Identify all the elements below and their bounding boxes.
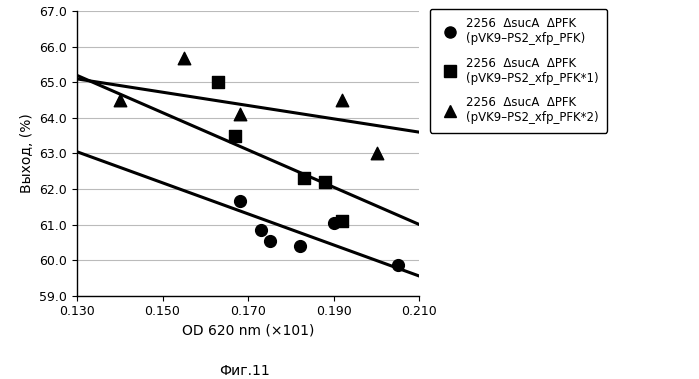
Point bbox=[264, 238, 275, 244]
Point bbox=[319, 179, 331, 185]
X-axis label: OD 620 nm (×101): OD 620 nm (×101) bbox=[182, 324, 315, 338]
Point bbox=[234, 199, 245, 205]
Point bbox=[178, 55, 189, 61]
Point bbox=[255, 227, 266, 233]
Point bbox=[371, 150, 382, 157]
Point bbox=[234, 111, 245, 117]
Point bbox=[230, 133, 241, 139]
Point bbox=[329, 220, 340, 226]
Legend: 2256  ΔsucA  ΔPFK
(pVK9–PS2_xfp_PFK), 2256  ΔsucA  ΔPFK
(pVK9–PS2_xfp_PFK*1), 22: 2256 ΔsucA ΔPFK (pVK9–PS2_xfp_PFK), 2256… bbox=[430, 8, 607, 133]
Point bbox=[337, 97, 348, 103]
Point bbox=[212, 79, 224, 85]
Point bbox=[114, 97, 125, 103]
Point bbox=[337, 218, 348, 224]
Point bbox=[392, 262, 403, 268]
Y-axis label: Выход, (%): Выход, (%) bbox=[20, 114, 34, 193]
Text: Фиг.11: Фиг.11 bbox=[219, 364, 270, 378]
Point bbox=[294, 243, 305, 249]
Point bbox=[298, 175, 310, 182]
